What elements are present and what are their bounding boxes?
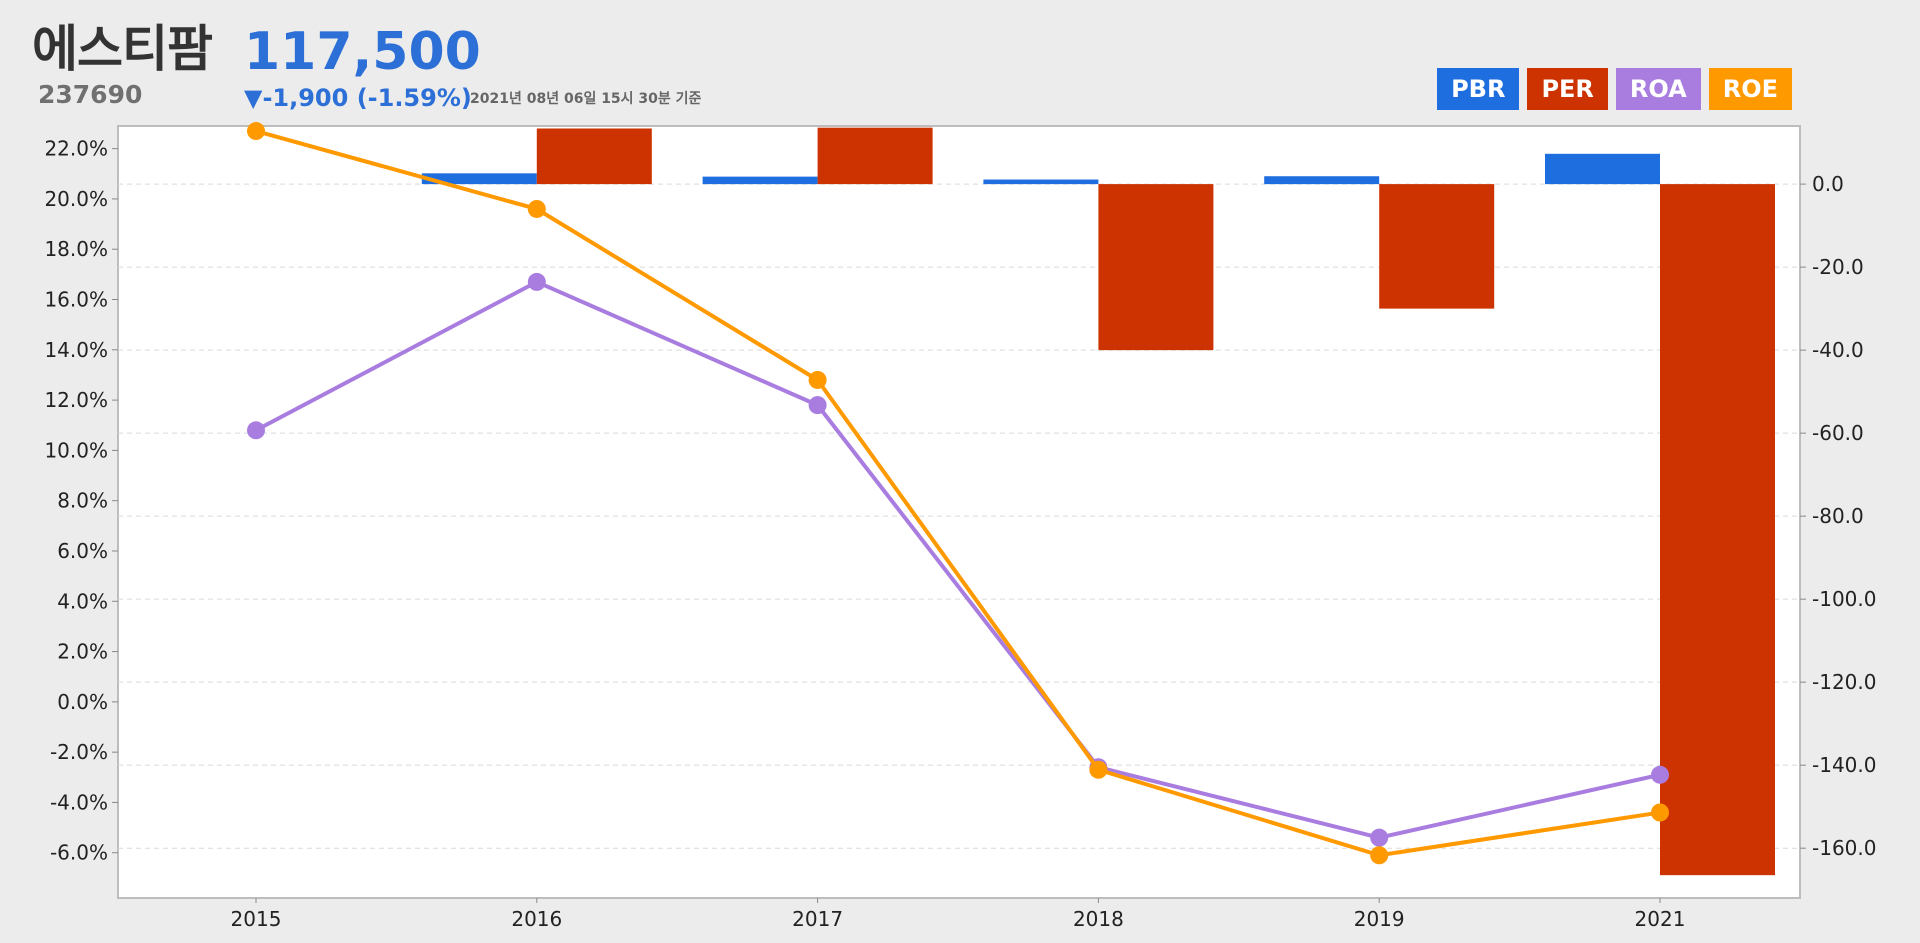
- company-name: 에스티팜: [32, 20, 213, 78]
- price-change: ▼-1,900 (-1.59%): [244, 84, 472, 112]
- left-tick-label: 22.0%: [44, 137, 108, 161]
- x-tick-label: 2018: [1073, 907, 1124, 931]
- right-tick-label: -80.0: [1812, 504, 1864, 528]
- right-tick-label: 0.0: [1812, 172, 1844, 196]
- x-tick-label: 2019: [1354, 907, 1405, 931]
- bar-pbr-2021: [1545, 153, 1660, 185]
- right-tick-label: -100.0: [1812, 587, 1876, 611]
- left-tick-label: -4.0%: [50, 790, 108, 814]
- left-tick-label: 8.0%: [57, 489, 108, 513]
- bar-pbr-2017: [702, 176, 818, 185]
- bar-per-2019: [1379, 184, 1495, 309]
- left-tick-label: 6.0%: [57, 539, 108, 563]
- point-roa-2016: [527, 272, 546, 291]
- bar-per-2018: [1098, 184, 1214, 351]
- chart-legend: PBR PER ROA ROE: [1437, 68, 1792, 110]
- left-tick-label: 2.0%: [57, 640, 108, 664]
- right-tick-label: -40.0: [1812, 338, 1864, 362]
- left-tick-label: 12.0%: [44, 388, 108, 412]
- right-tick-label: -120.0: [1812, 670, 1876, 694]
- legend-pbr[interactable]: PBR: [1437, 68, 1520, 110]
- left-tick-label: 16.0%: [44, 288, 108, 312]
- left-tick-label: 18.0%: [44, 237, 108, 261]
- point-roa-2019: [1370, 828, 1389, 847]
- left-tick-label: 10.0%: [44, 438, 108, 462]
- bar-pbr-2016: [421, 173, 537, 185]
- point-roe-2021: [1651, 803, 1669, 822]
- left-tick-label: 14.0%: [44, 338, 108, 362]
- point-roa-2015: [247, 421, 265, 440]
- left-tick-label: 20.0%: [44, 187, 108, 211]
- legend-per[interactable]: PER: [1527, 68, 1608, 110]
- stock-code: 237690: [38, 80, 143, 109]
- point-roe-2016: [527, 199, 546, 218]
- stock-price: 117,500: [244, 22, 481, 82]
- left-tick-label: 4.0%: [57, 589, 108, 613]
- bar-pbr-2019: [1264, 176, 1380, 185]
- point-roe-2019: [1370, 846, 1389, 865]
- bar-per-2021: [1660, 184, 1775, 876]
- bar-per-2017: [817, 127, 933, 185]
- point-roe-2017: [808, 370, 827, 389]
- left-tick-label: -2.0%: [50, 740, 108, 764]
- point-roe-2018: [1089, 760, 1108, 779]
- right-tick-label: -140.0: [1812, 753, 1876, 777]
- left-tick-label: -6.0%: [50, 841, 108, 865]
- bar-per-2016: [536, 128, 652, 185]
- right-tick-label: -160.0: [1812, 836, 1876, 860]
- legend-roa[interactable]: ROA: [1615, 68, 1701, 110]
- x-tick-label: 2015: [231, 907, 282, 931]
- x-tick-label: 2017: [792, 907, 843, 931]
- line-roe: [255, 129, 1661, 858]
- bar-pbr-2018: [983, 179, 1099, 185]
- point-roe-2015: [247, 122, 265, 141]
- right-tick-label: -20.0: [1812, 255, 1864, 279]
- x-tick-label: 2021: [1635, 907, 1686, 931]
- point-roa-2017: [808, 396, 827, 415]
- x-tick-label: 2016: [511, 907, 562, 931]
- plot-area: [117, 125, 1801, 899]
- timestamp: 2021년 08년 06일 15시 30분 기준: [470, 91, 702, 107]
- legend-roe[interactable]: ROE: [1708, 68, 1792, 110]
- point-roa-2021: [1651, 765, 1669, 784]
- right-tick-label: -60.0: [1812, 421, 1864, 445]
- line-roa: [255, 279, 1661, 840]
- left-tick-label: 0.0%: [57, 690, 108, 714]
